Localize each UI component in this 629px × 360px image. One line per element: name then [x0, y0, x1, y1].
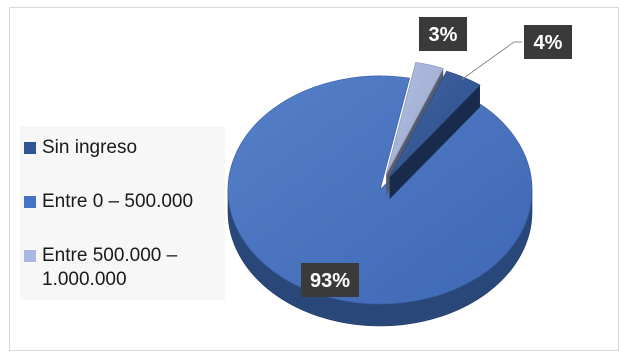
legend-item-entre-500000-1000000: Entre 500.000 – 1.000.000	[20, 244, 177, 292]
legend-item-sin-ingreso: Sin ingreso	[20, 136, 137, 160]
data-label-entre-0-500000: 93%	[301, 263, 359, 297]
svg-text:3%: 3%	[429, 24, 458, 46]
svg-text:4%: 4%	[534, 32, 563, 54]
data-label-entre-500000-1000000: 3%	[419, 17, 467, 51]
svg-text:93%: 93%	[310, 270, 350, 292]
data-label-sin-ingreso: 4%	[524, 25, 572, 59]
legend-swatch-entre-0-500000	[24, 196, 36, 208]
legend-label-sin-ingreso: Sin ingreso	[42, 137, 138, 158]
legend-label-entre-0-500000: Entre 0 – 500.000	[42, 191, 194, 212]
legend-item-entre-0-500000: Entre 0 – 500.000	[20, 190, 193, 214]
leader-line-sin-ingreso	[461, 41, 522, 80]
legend-swatch-entre-500000-1000000	[24, 250, 36, 262]
slice-sin-ingreso	[389, 70, 481, 199]
chart-legend: Sin ingreso Entre 0 – 500.000 Entre 500.…	[20, 126, 225, 300]
legend-swatch-sin-ingreso	[24, 142, 36, 154]
slice-entre-0-500000	[227, 75, 533, 327]
legend-label-entre-500000-1000000: Entre 500.000 – 1.000.000	[42, 244, 177, 292]
legend-label-line-1: Entre 500.000 –	[42, 245, 178, 266]
legend-label-line-2: 1.000.000	[42, 269, 127, 290]
